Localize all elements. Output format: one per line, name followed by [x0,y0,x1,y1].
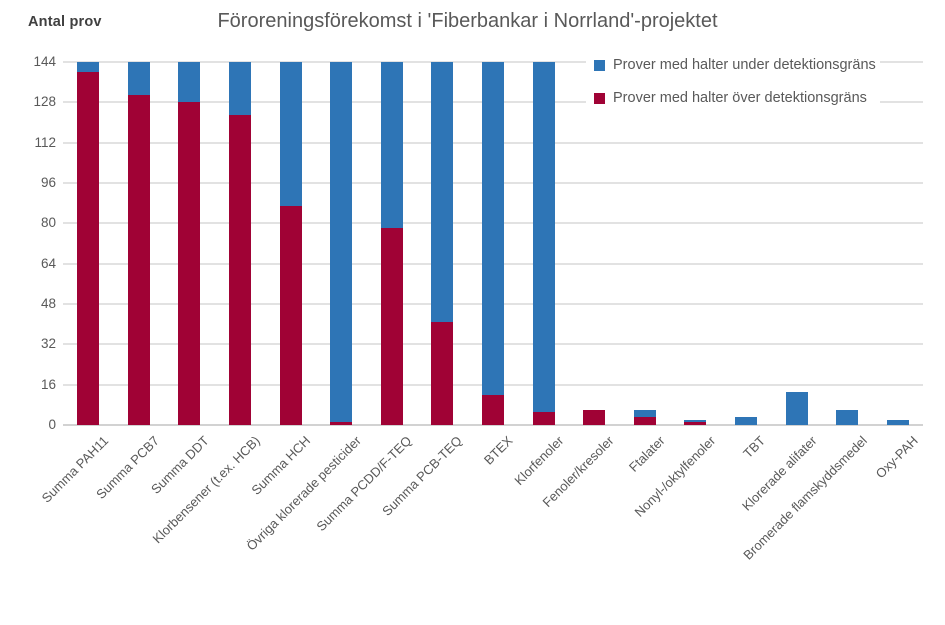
bar-segment-under-14 [785,392,808,425]
y-axis-tick-label: 32 [40,336,56,352]
bar-segment-over-4 [279,205,302,425]
x-axis-label: BTEX [480,433,516,468]
bar-segment-over-12 [684,422,707,425]
legend-swatch-under-icon [594,59,605,71]
bar-segment-over-3 [229,114,252,425]
legend-item-under: Prover med halter under detektionsgräns [586,55,880,75]
bar-segment-under-1 [127,62,150,95]
legend-swatch-over-icon [594,92,605,104]
y-axis-tick-label: 96 [40,175,56,190]
legend-label-under: Prover med halter under detektionsgräns [613,57,876,73]
bar-segment-under-0 [77,62,100,73]
bar-segment-over-5 [330,422,353,425]
bar-segment-over-11 [633,417,656,425]
bar-segment-over-1 [127,94,150,425]
y-axis-tick-label: 48 [40,296,56,311]
y-axis-tick-label: 144 [33,54,56,69]
bar-segment-under-7 [431,62,454,322]
x-axis-label: TBT [740,433,769,461]
y-axis-tick-label: 128 [33,94,56,110]
x-axis-label: Ftalater [625,433,668,475]
chart-title: Föroreningsförekomst i 'Fiberbankar i No… [217,10,718,32]
bar-segment-over-8 [482,394,504,425]
bar-segment-under-16 [886,419,909,425]
y-axis-tick-label: 80 [40,215,56,231]
bar-segment-under-11 [633,409,656,418]
x-axis-label: Summa PCDD/F-TEQ [313,433,415,535]
bar-segment-over-9 [532,412,555,425]
bar-segment-under-12 [684,419,707,423]
y-axis-tick-label: 0 [48,417,56,432]
bar-segment-under-9 [532,62,555,413]
bar-segment-under-2 [178,62,201,103]
bar-segment-under-5 [330,62,353,423]
bar-segment-under-8 [482,62,504,395]
y-axis-tick-label: 16 [40,376,56,392]
y-axis-tick-label: 64 [40,255,56,271]
bar-segment-under-3 [229,62,252,115]
bar-segment-over-7 [431,321,454,425]
bar-segment-under-15 [836,409,859,425]
legend: Prover med halter under detektionsgräns … [586,55,880,108]
y-axis-tick-label: 112 [34,134,56,150]
y-axis-title: Antal prov [28,14,102,30]
x-axis-label: Klorbensener (t.ex. HCB) [149,433,263,547]
bar-segment-over-10 [583,409,606,425]
legend-label-over: Prover med halter över detektionsgräns [613,90,867,106]
bar-segment-over-0 [77,72,100,425]
x-axis-line [63,424,923,426]
bar-segment-over-6 [380,228,403,425]
bar-segment-under-6 [380,62,403,229]
bar-segment-under-13 [734,417,757,425]
bar-segment-over-2 [178,102,201,425]
legend-item-over: Prover med halter över detektionsgräns [586,88,880,108]
x-axis-label: Oxy-PAH [872,433,921,482]
bar-segment-under-4 [279,62,302,206]
